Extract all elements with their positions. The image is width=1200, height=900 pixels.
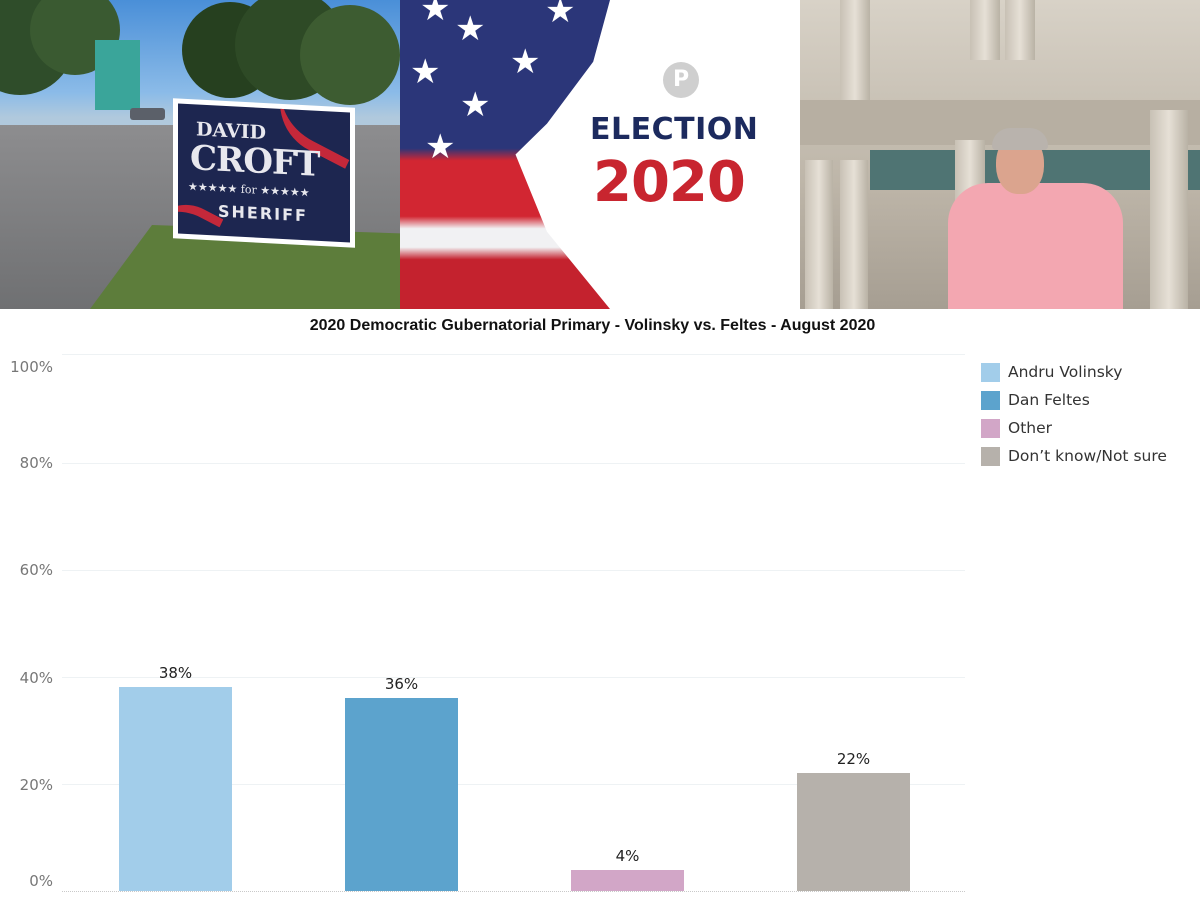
gridline-100 — [62, 354, 965, 355]
photo-banner: DAVID CROFT ★★★★★ for ★★★★★ SHERIFF ★ ★ … — [0, 0, 1200, 309]
y-tick-60: 60% — [19, 561, 53, 579]
gridline-80 — [62, 463, 965, 464]
chart-legend: Andru Volinsky Dan Feltes Other Don’t kn… — [981, 358, 1167, 470]
candidate-photo — [800, 0, 1200, 309]
gridline-40 — [62, 677, 965, 678]
trees-illustration — [0, 0, 400, 120]
legend-label-volinsky: Andru Volinsky — [1008, 363, 1123, 381]
gridline-20 — [62, 784, 965, 785]
bar-feltes[interactable] — [345, 697, 458, 891]
bar-dont-know[interactable] — [797, 772, 910, 891]
y-tick-0: 0% — [29, 872, 53, 890]
man-hair — [992, 128, 1048, 150]
gridline-60 — [62, 570, 965, 571]
bar-label-dont-know: 22% — [836, 749, 871, 768]
sign-office: SHERIFF — [218, 201, 308, 226]
chart-title: 2020 Democratic Gubernatorial Primary - … — [309, 317, 876, 334]
election-2020-graphic: ★ ★ ★ ★ ★ ★ ★ P ELECTION 2020 — [400, 0, 800, 309]
bar-label-volinsky: 38% — [158, 663, 193, 682]
bar-volinsky[interactable] — [119, 686, 232, 891]
election-title: ELECTION — [590, 112, 759, 147]
bar-label-feltes: 36% — [384, 674, 419, 693]
legend-item-other[interactable]: Other — [981, 414, 1167, 442]
american-flag-icon: ★ ★ ★ ★ ★ ★ ★ — [400, 0, 610, 309]
legend-swatch-volinsky — [981, 362, 1000, 382]
y-tick-80: 80% — [19, 454, 53, 472]
legend-item-dont-know[interactable]: Don’t know/Not sure — [981, 442, 1167, 470]
bar-label-other: 4% — [615, 846, 640, 865]
y-tick-100: 100% — [10, 358, 53, 376]
legend-label-dont-know: Don’t know/Not sure — [1008, 447, 1167, 465]
campaign-yard-sign: DAVID CROFT ★★★★★ for ★★★★★ SHERIFF — [173, 98, 355, 248]
man-pink-shirt — [948, 183, 1123, 309]
legend-label-other: Other — [1008, 419, 1053, 437]
legend-swatch-feltes — [981, 390, 1000, 410]
x-axis-baseline — [62, 891, 965, 892]
yard-sign-photo: DAVID CROFT ★★★★★ for ★★★★★ SHERIFF — [0, 0, 400, 309]
bar-other[interactable] — [571, 869, 684, 891]
patch-logo-icon: P — [663, 62, 699, 98]
legend-label-feltes: Dan Feltes — [1008, 391, 1090, 409]
legend-swatch-other — [981, 418, 1000, 438]
legend-item-volinsky[interactable]: Andru Volinsky — [981, 358, 1167, 386]
legend-swatch-dont-know — [981, 446, 1000, 466]
legend-item-feltes[interactable]: Dan Feltes — [981, 386, 1167, 414]
y-tick-20: 20% — [19, 776, 53, 794]
y-tick-40: 40% — [19, 669, 53, 687]
sign-last-name: CROFT — [190, 138, 320, 185]
election-year: 2020 — [593, 150, 746, 215]
